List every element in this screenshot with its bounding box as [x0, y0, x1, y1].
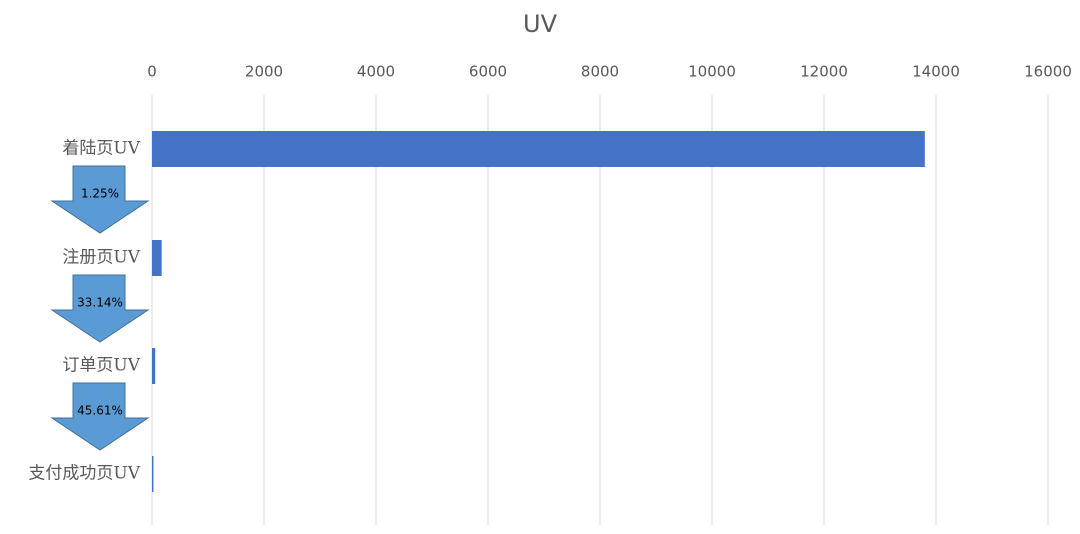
x-tick-label: 0: [147, 63, 157, 81]
annotation: 1.25%: [81, 187, 119, 201]
bar: [152, 348, 156, 384]
x-tick-label: 10000: [688, 63, 736, 81]
annotation: 45.61%: [77, 404, 123, 418]
bar: [152, 456, 154, 492]
x-tick-label: 4000: [357, 63, 395, 81]
chart-title: UV: [523, 10, 558, 38]
x-tick-label: 14000: [912, 63, 960, 81]
arrow: [50, 274, 150, 343]
x-tick-label: 2000: [245, 63, 283, 81]
annotation: 33.14%: [77, 296, 123, 310]
bar: [152, 131, 925, 167]
arrow: [50, 165, 150, 234]
bar: [152, 240, 162, 276]
x-tick-label: 6000: [469, 63, 507, 81]
x-tick-label: 12000: [800, 63, 848, 81]
y-tick-label: 订单页UV: [62, 356, 140, 376]
arrow: [50, 382, 150, 451]
y-tick-label: 着陆页UV: [62, 139, 140, 159]
x-tick-label: 16000: [1024, 63, 1072, 81]
x-tick-label: 8000: [581, 63, 619, 81]
y-tick-label: 支付成功页UV: [28, 464, 140, 484]
y-tick-label: 注册页UV: [62, 248, 140, 268]
